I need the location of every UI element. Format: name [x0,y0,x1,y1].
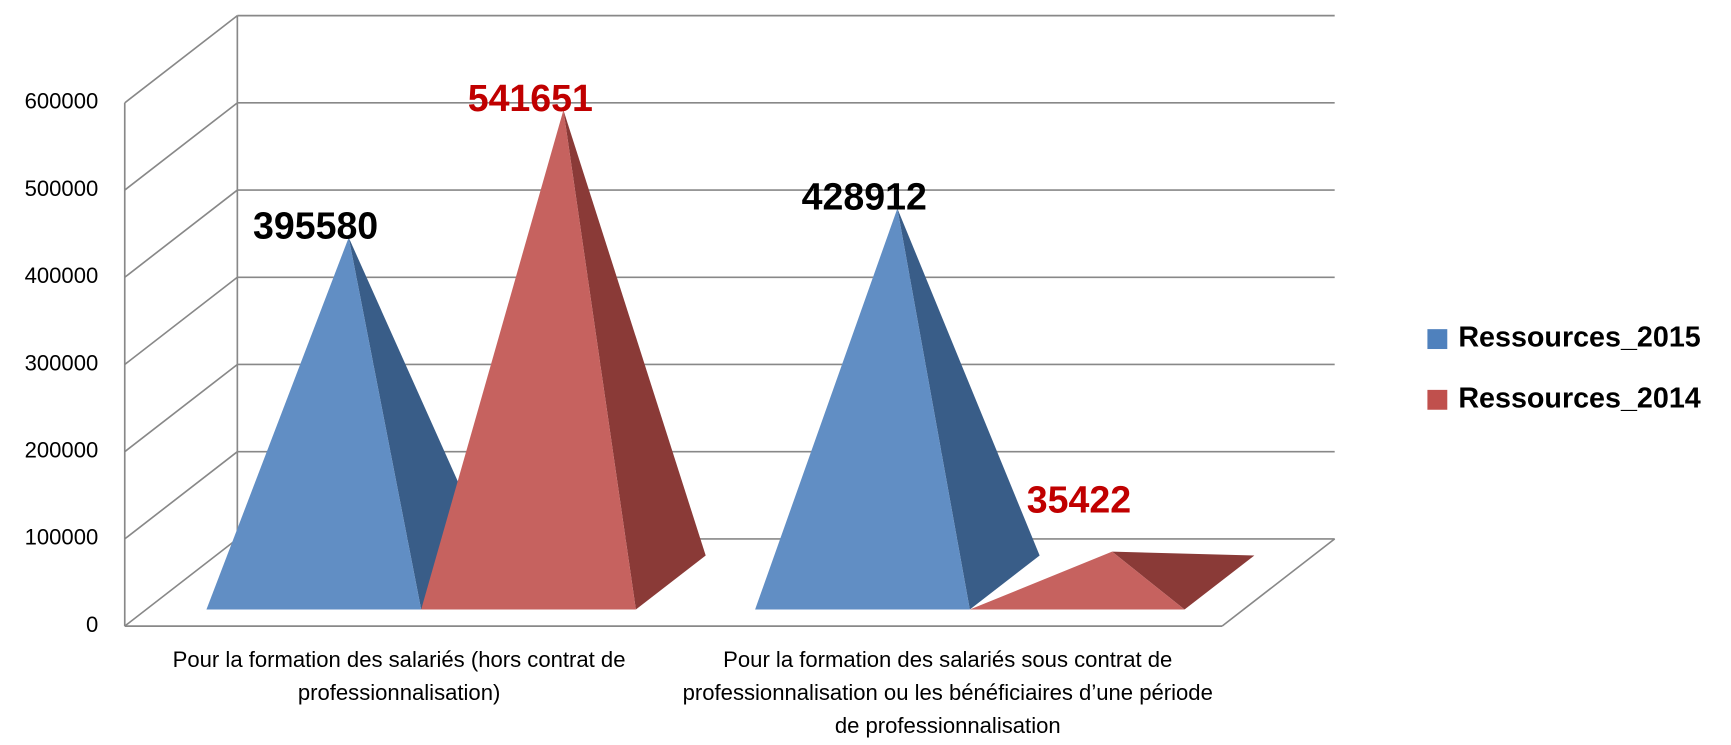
grid-line-side [124,14,238,104]
grid-line-side [124,276,238,366]
pyramid-side [1112,551,1255,610]
pyramid [421,110,706,610]
legend-swatch [1427,329,1448,350]
data-label: 428912 [802,176,927,218]
pyramid [755,208,1040,610]
legend-label: Ressources_2015 [1458,322,1700,354]
pyramid-front [206,237,422,610]
grid-line-side [124,189,238,278]
pyramid [969,551,1255,610]
floor-edge [1221,538,1336,627]
y-tick-label: 600000 [25,89,99,114]
x-tick-label: Pour la formation des salariés (hors con… [172,648,626,706]
grid-line-side [124,451,238,540]
data-label: 395580 [253,205,378,247]
x-label-box: Pour la formation des salariés (hors con… [172,648,626,706]
data-label: 35422 [1027,478,1131,520]
data-label: 541651 [468,77,593,119]
y-tick-label: 100000 [25,525,99,550]
y-tick-label: 400000 [25,263,99,288]
grid-line-side [124,538,238,627]
y-tick-label: 500000 [25,176,99,201]
pyramid-side [563,110,706,610]
pyramid-side [897,208,1040,610]
grid-line-side [124,363,238,453]
legend-swatch [1427,389,1448,410]
legend-label: Ressources_2014 [1458,382,1700,414]
pyramid-front [421,110,636,610]
x-label-box: Pour la formation des salariés sous cont… [682,648,1213,739]
pyramid-front [755,208,970,610]
x-tick-label: Pour la formation des salariés sous cont… [682,648,1213,739]
y-tick-label: 200000 [25,438,99,463]
y-tick-label: 300000 [25,350,99,375]
grid-line-side [124,102,238,191]
pyramid-front [969,551,1185,610]
y-tick-label: 0 [86,612,98,637]
